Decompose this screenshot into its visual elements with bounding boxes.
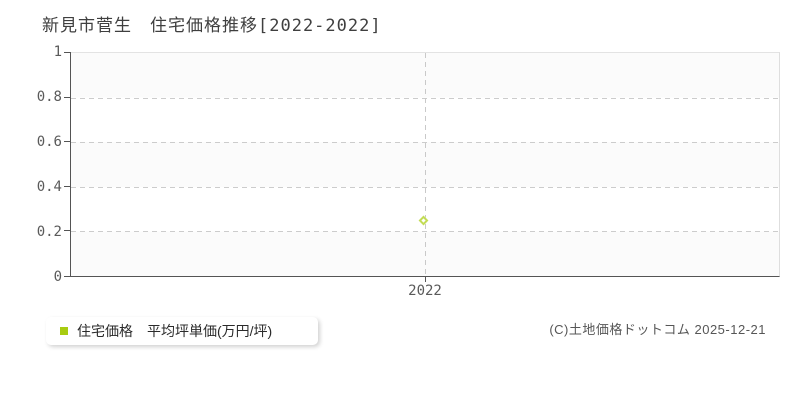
y-axis-tick [64,276,71,277]
y-axis-tick [64,52,71,53]
legend: 住宅価格 平均坪単価(万円/坪) [46,317,318,345]
legend-swatch-icon [60,327,68,335]
plot-area [64,52,780,282]
x-axis-tick [425,277,426,282]
x-axis-tick-label: 2022 [408,283,442,299]
y-axis-tick [64,96,71,98]
y-axis-tick-label: 0.8 [36,89,62,105]
y-axis-tick [64,230,71,232]
legend-label: 住宅価格 平均坪単価(万円/坪) [77,323,273,339]
y-axis-tick-label: 0.6 [36,134,62,150]
v-gridline-2022 [425,53,426,276]
y-axis-tick-label: 0.2 [36,224,62,240]
data-point-marker[interactable] [418,215,429,226]
copyright: (C)土地価格ドットコム 2025-12-21 [549,322,766,337]
y-axis-tick-label: 0 [53,269,62,285]
chart-title: 新見市菅生 住宅価格推移[2022-2022] [42,16,382,36]
y-axis-tick-label: 1 [53,44,62,60]
y-axis-tick [64,141,71,143]
y-axis-tick [64,185,71,187]
y-axis-tick-label: 0.4 [36,179,62,195]
